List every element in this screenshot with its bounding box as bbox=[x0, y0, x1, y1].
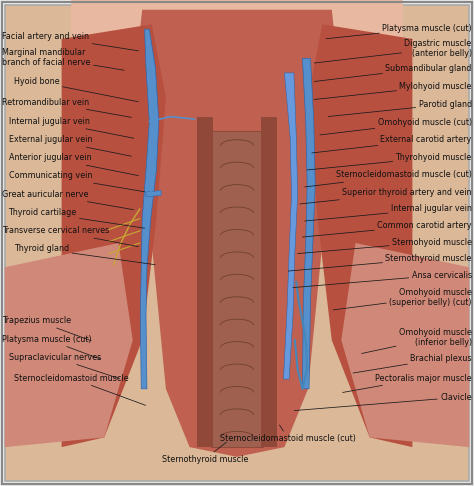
Text: Sternohyoid muscle: Sternohyoid muscle bbox=[298, 238, 472, 254]
Text: External carotid artery: External carotid artery bbox=[312, 136, 472, 153]
Text: Sternocleidomastoid muscle (cut): Sternocleidomastoid muscle (cut) bbox=[305, 171, 472, 187]
Polygon shape bbox=[146, 191, 161, 197]
Polygon shape bbox=[5, 243, 133, 447]
Bar bbox=[197, 117, 213, 447]
Text: Brachial plexus: Brachial plexus bbox=[353, 354, 472, 373]
Text: Parotid gland: Parotid gland bbox=[328, 100, 472, 117]
Text: Hyoid bone: Hyoid bone bbox=[14, 77, 138, 102]
Text: Superior thyroid artery and vein: Superior thyroid artery and vein bbox=[300, 188, 472, 204]
Text: Ansa cervicalis: Ansa cervicalis bbox=[293, 271, 472, 288]
Text: Sternocleidomastoid muscle: Sternocleidomastoid muscle bbox=[14, 374, 146, 405]
Text: Omohyoid muscle
(inferior belly): Omohyoid muscle (inferior belly) bbox=[362, 328, 472, 353]
Text: Platysma muscle (cut): Platysma muscle (cut) bbox=[2, 335, 100, 359]
Polygon shape bbox=[341, 243, 469, 447]
Text: Thyroid cartilage: Thyroid cartilage bbox=[9, 208, 145, 228]
Text: Trapezius muscle: Trapezius muscle bbox=[2, 316, 91, 341]
Text: Omohyoid muscle
(superior belly) (cut): Omohyoid muscle (superior belly) (cut) bbox=[333, 288, 472, 310]
Text: Submandibular gland: Submandibular gland bbox=[314, 64, 472, 82]
Text: Mylohyoid muscle: Mylohyoid muscle bbox=[314, 82, 472, 100]
Text: External jugular vein: External jugular vein bbox=[9, 136, 131, 156]
Text: Internal jugular vein: Internal jugular vein bbox=[9, 117, 134, 138]
Bar bbox=[261, 117, 277, 447]
Polygon shape bbox=[283, 73, 298, 379]
Text: Retromandibular vein: Retromandibular vein bbox=[2, 98, 131, 117]
Polygon shape bbox=[133, 10, 341, 457]
Text: Thyroid gland: Thyroid gland bbox=[14, 244, 155, 265]
Text: Great auricular nerve: Great auricular nerve bbox=[2, 190, 134, 210]
Text: Anterior jugular vein: Anterior jugular vein bbox=[9, 154, 138, 175]
Text: Pectoralis major muscle: Pectoralis major muscle bbox=[343, 374, 472, 393]
Text: Internal jugular vein: Internal jugular vein bbox=[305, 205, 472, 221]
Text: Communicating vein: Communicating vein bbox=[9, 172, 145, 192]
Text: Sternothyroid muscle: Sternothyroid muscle bbox=[288, 254, 472, 271]
FancyBboxPatch shape bbox=[5, 5, 469, 481]
Text: Facial artery and vein: Facial artery and vein bbox=[2, 32, 138, 51]
Text: Marginal mandibular
branch of facial nerve: Marginal mandibular branch of facial ner… bbox=[2, 48, 124, 70]
Polygon shape bbox=[302, 58, 315, 389]
Polygon shape bbox=[308, 24, 412, 447]
Text: Common carotid artery: Common carotid artery bbox=[302, 221, 472, 237]
Text: Transverse cervical nerves: Transverse cervical nerves bbox=[2, 226, 138, 246]
Text: Thyrohyoid muscle: Thyrohyoid muscle bbox=[307, 153, 472, 170]
Polygon shape bbox=[140, 29, 159, 389]
Text: Omohyoid muscle (cut): Omohyoid muscle (cut) bbox=[320, 118, 472, 135]
Polygon shape bbox=[62, 24, 166, 447]
Text: Sternocleidomastoid muscle (cut): Sternocleidomastoid muscle (cut) bbox=[220, 425, 356, 443]
Bar bbox=[211, 131, 263, 447]
Text: Clavicle: Clavicle bbox=[294, 393, 472, 411]
Text: Sternothyroid muscle: Sternothyroid muscle bbox=[162, 442, 248, 464]
Text: Platysma muscle (cut): Platysma muscle (cut) bbox=[326, 24, 472, 39]
Text: Digastric muscle
(anterior belly): Digastric muscle (anterior belly) bbox=[314, 39, 472, 63]
Polygon shape bbox=[71, 0, 403, 97]
Text: Supraclavicular nerves: Supraclavicular nerves bbox=[9, 353, 119, 379]
